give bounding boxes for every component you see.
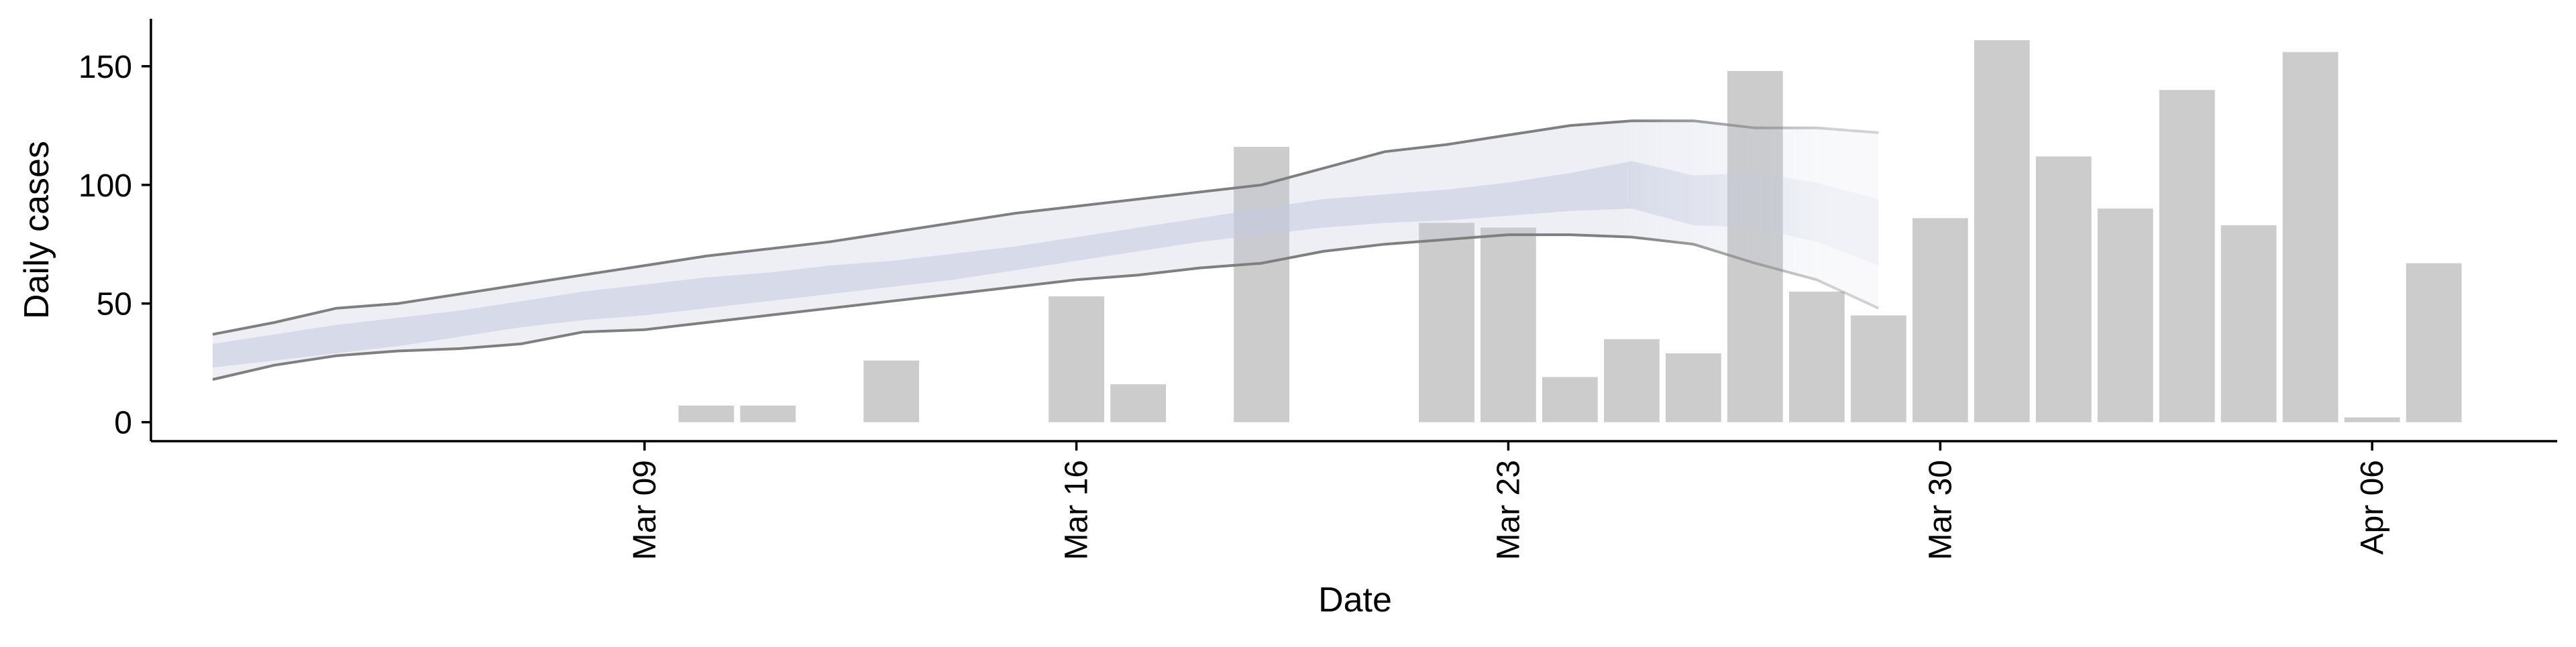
x-ticks: Mar 09 Mar 16 Mar 23 Mar 30 Apr 06 [627, 441, 2390, 560]
x-tick-label-2020-03-16: Mar 16 [1059, 460, 1095, 560]
bar-2020-03-23 [1481, 227, 1536, 422]
bar-2020-03-29 [1850, 315, 1907, 422]
bar-2020-03-19 [1234, 147, 1289, 422]
bar-2020-03-31 [1974, 40, 2030, 422]
bars-layer [678, 40, 2462, 422]
estimate-upper90-line [212, 119, 1879, 336]
x-axis-title: Date [1318, 581, 1392, 620]
bar-2020-03-11 [740, 405, 796, 422]
bar-2020-03-22 [1419, 223, 1474, 422]
bar-2020-04-04 [2220, 225, 2277, 422]
y-tick-label-150: 150 [78, 50, 132, 85]
estimate-lower90-line [212, 233, 1880, 381]
bar-2020-03-10 [678, 405, 735, 422]
y-ticks: 0 50 100 150 [78, 50, 151, 441]
y-tick-label-50: 50 [97, 287, 132, 322]
bar-2020-04-03 [2159, 90, 2215, 422]
bar-2020-04-05 [2282, 52, 2339, 422]
bar-2020-03-25 [1604, 339, 1660, 422]
bar-2020-03-16 [1049, 296, 1104, 422]
bar-2020-03-26 [1666, 353, 1721, 422]
bar-2020-03-13 [863, 360, 920, 422]
estimate-band-50 [213, 161, 1879, 368]
bar-2020-03-28 [1788, 292, 1845, 422]
y-axis-title: Daily cases [17, 141, 56, 319]
x-tick-label-2020-04-06: Apr 06 [2355, 460, 2390, 554]
bar-2020-04-02 [2097, 209, 2153, 422]
estimate-layer [212, 119, 1880, 381]
bar-2020-03-17 [1110, 384, 1166, 422]
x-tick-label-2020-03-30: Mar 30 [1923, 460, 1958, 560]
y-tick-label-100: 100 [78, 168, 132, 204]
bar-2020-04-06 [2344, 417, 2400, 422]
bar-2020-04-07 [2406, 263, 2462, 422]
bar-2020-04-01 [2035, 156, 2092, 422]
x-tick-label-2020-03-23: Mar 23 [1491, 460, 1526, 560]
bar-2020-03-27 [1727, 70, 1783, 422]
bar-2020-03-24 [1542, 377, 1598, 422]
y-tick-label-0: 0 [114, 406, 132, 441]
bar-2020-03-30 [1912, 218, 1968, 422]
x-tick-label-2020-03-09: Mar 09 [627, 460, 663, 560]
